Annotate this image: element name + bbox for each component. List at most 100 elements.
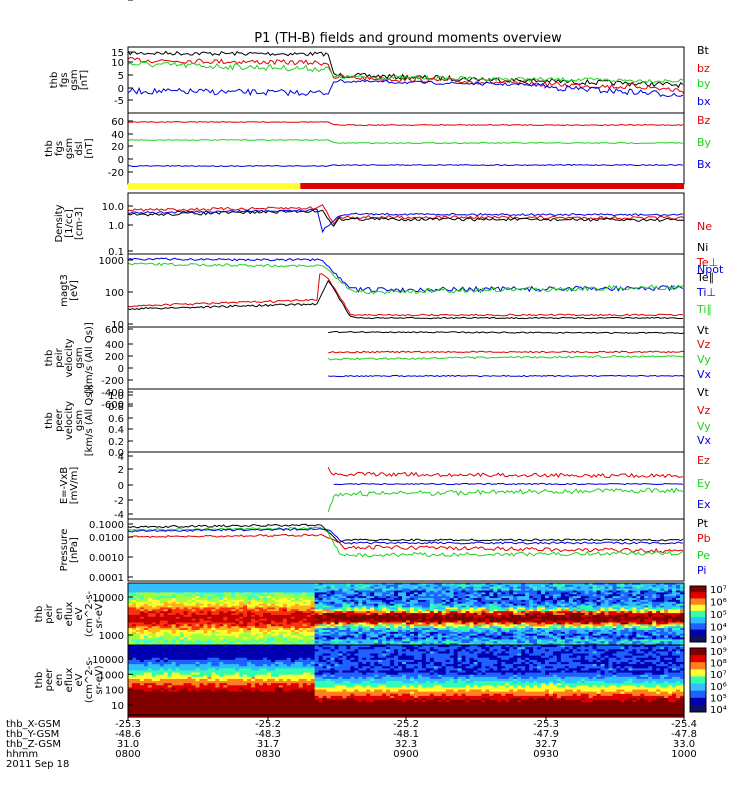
panel-density: Density [1/cc] [cm-3] Ne Ni Npot 10.0 1.0 0.1 [54, 192, 724, 276]
panel-frame [127, 388, 685, 453]
trace-Vx [328, 374, 685, 378]
ylabel-line: Density [54, 204, 65, 242]
ylabel-line: gsm [69, 69, 80, 90]
legend-efield: Ez Ey Ex [697, 454, 711, 511]
legend-entry: by [697, 77, 711, 90]
ytick-label: 1000 [99, 670, 124, 681]
ylabel-line: dsl [74, 141, 85, 155]
trace-Bx [128, 163, 683, 168]
trace-Pb [127, 533, 683, 554]
legend-entry: Ey [697, 477, 711, 490]
colorbar-swatch [690, 690, 706, 699]
colorbar-swatch [690, 676, 706, 685]
legend-entry: Bx [697, 158, 712, 171]
spectrogram-peir_en_eflux [128, 583, 685, 648]
footer-value: 31.0 [117, 739, 139, 750]
legend-pressure: Pt Pb Pe Pi [697, 517, 711, 577]
colorbar-swatch [690, 598, 706, 606]
ylabel-line: [km/s (All Qs)] [84, 322, 95, 394]
legend-entry: Ti⊥ [696, 286, 716, 299]
ylabel-line: en [54, 674, 65, 687]
ylabel-line: thb [44, 140, 55, 157]
ylabel-density: Density [1/cc] [cm-3] [54, 204, 85, 242]
yticks-density: 10.0 1.0 0.1 [102, 202, 133, 258]
footer-value: 0830 [255, 749, 280, 760]
mode-bar [128, 183, 684, 189]
ytick-label: 0.6 [108, 414, 124, 425]
spectrogram-peer_en_eflux [128, 645, 685, 718]
footer-value: -25.2 [255, 719, 281, 730]
trace-Ex [333, 482, 684, 486]
ylabel-line: gsm [74, 347, 85, 368]
footer-value: 0800 [115, 749, 140, 760]
ytick-label: 60 [111, 117, 124, 128]
trace-Te_par [127, 279, 683, 320]
footer-value: -47.9 [533, 729, 559, 740]
colorbar-swatch [690, 635, 706, 643]
trace-By [127, 139, 683, 145]
traces-fgs_gsm [127, 50, 685, 98]
ylabel-line: (cm^2-s- [84, 656, 95, 703]
colorbar-tick-label: 10⁹ [710, 647, 727, 658]
mode-bar-slow [128, 183, 301, 189]
ytick-label: 10.0 [102, 202, 124, 213]
ylabel-line: peir [54, 347, 65, 367]
ylabel-line: [nT] [79, 70, 90, 90]
ytick-label: 0 [118, 84, 124, 95]
trace-Vt [328, 330, 685, 335]
ylabel-temperature: magt3 [eV] [59, 274, 80, 307]
panel-peir_velocity: thb peir velocity gsm [km/s (All Qs)] VtVzVyV… [44, 322, 712, 411]
ytick-label: 0.8 [108, 402, 124, 413]
legend-entry: Ni [697, 241, 708, 254]
colorbar-swatch [690, 648, 706, 656]
footer-value: 1000 [671, 749, 696, 760]
ytick-label: 0.1000 [89, 520, 124, 531]
trace-Pt [127, 523, 684, 543]
footer-value: 32.7 [535, 739, 557, 750]
legend-entry: Bz [697, 114, 711, 127]
legend-entry: Pb [697, 532, 711, 545]
footer-value: -48.1 [393, 729, 419, 740]
colorbar-tick-label: 10⁶ [710, 598, 727, 609]
ylabel-line: thb [49, 72, 60, 89]
ylabel-peir_velocity: thb peir velocity gsm [km/s (All Qs)] [44, 322, 95, 394]
ytick-label: 0 [118, 155, 124, 166]
colorbar-tick-label: 10³ [710, 635, 727, 646]
colorbar-swatch [690, 683, 706, 692]
footer-row-label: hhmm [6, 749, 38, 760]
legend-entry: Vy [697, 420, 711, 433]
legend-entry: bz [697, 62, 710, 75]
legend-entry: Ez [697, 454, 710, 467]
legend-entry: Te⊥ [696, 256, 718, 269]
ylabel-line: eflux [64, 668, 75, 693]
trace-Te_perp [127, 273, 683, 317]
ytick-label: -600 [101, 400, 124, 411]
legend-entry: Pi [697, 564, 706, 577]
footer-value: -25.3 [115, 719, 141, 730]
legend-entry: Ex [697, 498, 711, 511]
ylabel-line: gsm [64, 138, 75, 159]
ytick-label: -5 [114, 96, 124, 107]
colorbar-tick-label: 10⁴ [710, 623, 727, 634]
ytick-label: 0.4 [108, 425, 124, 436]
colorbar-swatch [690, 655, 706, 663]
traces-temperature [127, 257, 684, 320]
footer-value: 32.3 [395, 739, 417, 750]
ytick-label: 0.0010 [89, 553, 124, 564]
ytick-label: 0 [118, 364, 124, 375]
colorbar-swatch [690, 623, 706, 631]
ylabel-efield: E=-VxB [mV/m] [59, 467, 80, 505]
ytick-label: 0.2 [108, 437, 124, 448]
ytick-label: -4 [114, 510, 124, 521]
ytick-label: -40 [108, 0, 124, 3]
ytick-label: 10 [111, 701, 124, 712]
ylabel-line: thb [44, 350, 55, 367]
footer-value: 33.0 [673, 739, 695, 750]
ytick-label: 0.0100 [89, 533, 124, 544]
panel-frame [127, 518, 685, 582]
ylabel-line: [km/s (All Qs)] [84, 385, 95, 457]
ylabel-line: velocity [64, 338, 75, 377]
ylabel-line: fgs [54, 141, 65, 156]
